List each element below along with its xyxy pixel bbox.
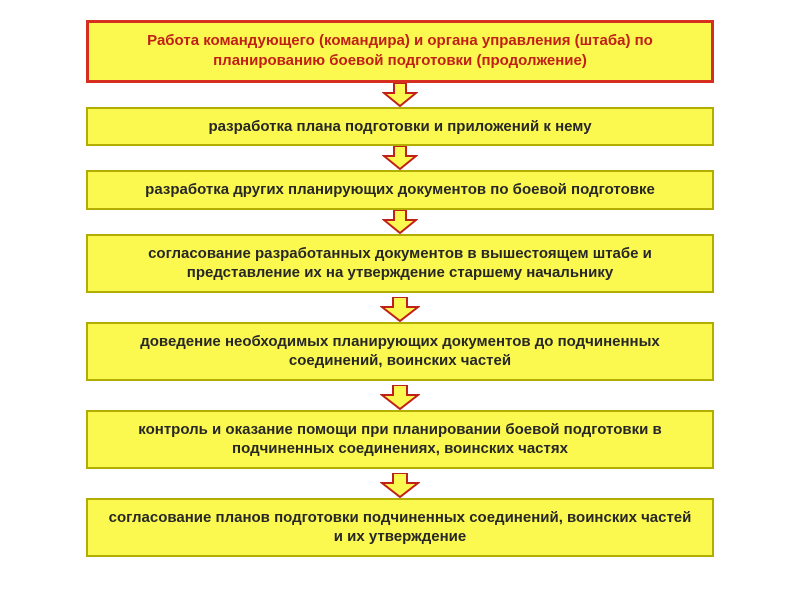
arrow-down-icon [382,146,418,170]
step-box-5: контроль и оказание помощи при планирова… [86,410,714,469]
step-box-6: согласование планов подготовки подчиненн… [86,498,714,557]
arrow-path [384,83,416,106]
step-box-1: разработка плана подготовки и приложений… [86,107,714,147]
arrow-down-icon [382,210,418,234]
arrow-down-icon [380,385,420,410]
step-box-2: разработка других планирующих документов… [86,170,714,210]
flowchart: Работа командующего (командира) и органа… [0,0,800,577]
arrow-down-icon [380,297,420,322]
step-box-4: доведение необходимых планирующих докуме… [86,322,714,381]
step-box-3: согласование разработанных документов в … [86,234,714,293]
arrow-down-icon [380,473,420,498]
title-box: Работа командующего (командира) и органа… [86,20,714,83]
arrow-down-icon [382,83,418,107]
